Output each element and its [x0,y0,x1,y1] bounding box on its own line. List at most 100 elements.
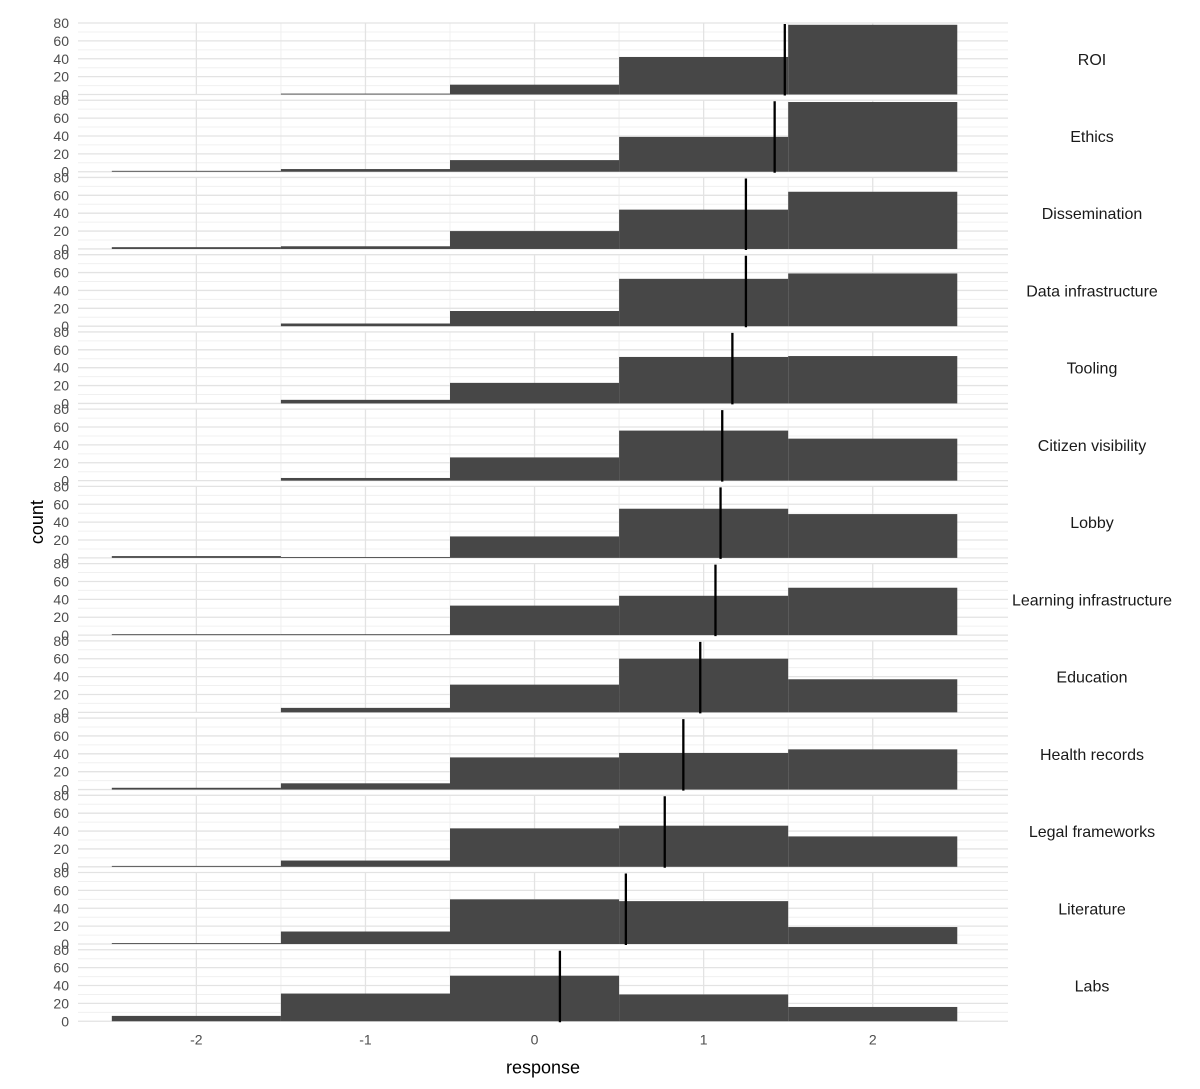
histogram-bar [788,514,958,558]
facet-strip-label: Citizen visibility [1038,438,1146,455]
histogram-bar [280,707,450,713]
histogram-bar [111,247,281,249]
y-tick-label: 0 [61,936,69,952]
y-axis-title: count [27,500,47,544]
facet-strip-label: ROI [1078,52,1106,69]
x-axis: -2 -1 0 1 2 [190,1031,877,1047]
y-tick-label: 20 [53,995,69,1011]
y-tick-label: 0 [61,164,69,180]
histogram-bar [619,278,789,327]
x-axis-title: response [506,1057,580,1077]
y-tick-label: 80 [53,787,69,803]
histogram-bar [788,679,958,713]
y-tick-label: 0 [61,627,69,643]
facet-strip-label: Legal frameworks [1029,824,1155,841]
y-tick-label: 60 [53,187,69,203]
histogram-bar [788,587,958,636]
histogram-bar [111,634,281,636]
histogram-bar [450,975,620,1022]
histogram-bar [450,684,620,713]
histogram-bar [280,246,450,249]
histogram-bar [619,658,789,713]
y-tick-label: 0 [61,473,69,489]
y-tick-label: 0 [61,87,69,103]
y-tick-label: 20 [53,223,69,239]
histogram-bar [619,136,789,172]
y-tick-label: 40 [53,282,69,298]
facet-panel: 0 20 40 60 80 Ethics [53,92,1113,179]
facet-panel: 0 20 40 60 80 ROI [53,15,1106,103]
y-tick-label: 20 [53,378,69,394]
histogram-bar [280,783,450,790]
y-tick-label: 80 [53,710,69,726]
y-tick-label: 20 [53,609,69,625]
histogram-bar [280,993,450,1022]
facet-panel: 020 40 60 80 Tooling [53,324,1117,412]
histogram-bar [788,749,958,790]
x-tick-label: -1 [359,1031,372,1047]
y-tick-label: 0 [61,859,69,875]
y-tick-label: 0 [61,241,69,257]
y-tick-label: 80 [53,247,69,263]
histogram-bar [111,943,281,945]
facet-strip-label: Learning infrastructure [1012,592,1172,609]
y-tick-label: 60 [53,651,69,667]
y-tick-label: 80 [53,401,69,417]
histogram-bar [450,757,620,790]
facet-panel: 0 20 40 60 80 Legal frameworks [53,787,1155,875]
histogram-bar [788,273,958,327]
y-tick-label: 0 [61,395,69,411]
y-tick-label: 20 [53,69,69,85]
y-tick-label: 60 [53,805,69,821]
y-tick-label: 60 [53,419,69,435]
histogram-bar [619,825,789,867]
histogram-bar [619,752,789,790]
y-tick-label: 20 [53,455,69,471]
y-tick-label: 20 [53,686,69,702]
y-tick-label: 80 [53,633,69,649]
histogram-bar [450,828,620,867]
histogram-bar [450,605,620,636]
histogram-bar [450,160,620,172]
histogram-bar [450,310,620,327]
histogram-bar [619,209,789,249]
y-tick-label: 80 [53,92,69,108]
histogram-bar [788,1006,958,1022]
y-tick-label: 40 [53,128,69,144]
x-tick-label: 0 [531,1031,539,1047]
y-tick-label: 80 [53,324,69,340]
x-tick-label: -2 [190,1031,203,1047]
y-tick-label: 60 [53,110,69,126]
y-tick-label: 40 [53,669,69,685]
facet-panel: 0 20 40 60 80 Citizen visibility [53,401,1146,489]
y-tick-label: 60 [53,496,69,512]
facet-panel: 0 20 40 60 80 Health records [53,710,1144,798]
histogram-bar [111,1015,281,1022]
y-tick-label: 80 [53,169,69,185]
facet-strip-label: Dissemination [1042,206,1142,223]
y-tick-label: 60 [53,728,69,744]
histogram-bar [111,865,281,867]
y-tick-label: 40 [53,51,69,67]
y-tick-label: 60 [53,265,69,281]
facet-strip-label: Education [1056,670,1127,687]
y-tick-label: 40 [53,514,69,530]
x-tick-label: 2 [869,1031,877,1047]
histogram-bar [788,24,958,95]
y-tick-label: 60 [53,342,69,358]
histogram-bar [788,191,958,249]
facet-panel: 0 20 40 60 80 Lobby [53,478,1113,566]
histogram-bar [619,901,789,945]
y-tick-label: 40 [53,360,69,376]
histogram-bar [788,102,958,172]
y-tick-label: 20 [53,841,69,857]
histogram-bar [619,56,789,95]
histogram-bar [111,170,281,172]
y-tick-label: 20 [53,300,69,316]
y-tick-label: 20 [53,532,69,548]
y-tick-label: 40 [53,591,69,607]
